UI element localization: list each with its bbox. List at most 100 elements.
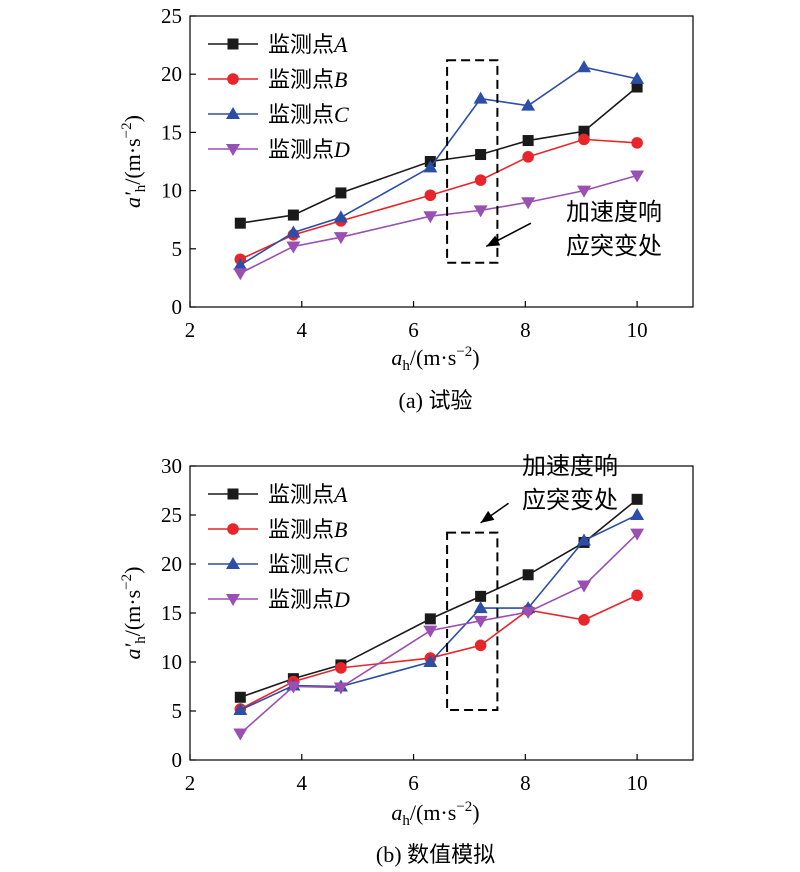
chart-b-y-tick-label: 15 [161,601,182,625]
chart-b-legend-label: 监测点A [268,482,348,507]
chart-b-legend-item: 监测点C [208,552,349,577]
chart-a-data-point [475,149,487,161]
chart-a-data-point [335,187,347,199]
chart-a-y-tick-label: 15 [161,120,182,144]
chart-b-series-line [240,498,638,699]
chart-a-data-point [333,210,348,223]
chart-a-y-ticks: 0 5 10 15 20 25 [161,4,196,319]
chart-b-series-line [239,533,638,735]
chart-a-y-tick-label: 0 [172,295,183,319]
chart-b-legend: 监测点A 监测点B 监测点C 监测点D [208,482,350,612]
chart-a-legend-label: 监测点A [268,32,348,57]
chart-a-legend: 监测点A 监测点B 监测点C 监测点D [208,32,350,162]
chart-b-data-point [630,528,645,541]
chart-a-annotation-line2: 应突变处 [566,233,662,260]
chart-a-legend-item: 监测点A [208,32,348,57]
chart-b-y-tick-label: 0 [172,748,183,772]
chart-a-data-point [423,160,438,173]
chart-b-data-point [233,703,248,716]
chart-b-x-ticks: 2 4 6 8 10 [185,754,648,795]
chart-a-y-tick-label: 10 [161,179,182,203]
chart-a-data-point [234,217,246,229]
chart-a-data-point [630,170,645,183]
chart-a-data-point [578,125,590,137]
chart-a-legend-item: 监测点C [208,102,349,127]
chart-a-data-point [631,137,643,149]
chart-b-y-tick-label: 10 [161,650,182,674]
chart-a-y-axis-title: a'h/(m·s−2) [119,115,149,208]
chart-a-data-point [233,268,248,281]
chart-a-data-point [474,174,487,186]
chart-b-legend-item: 监测点D [208,587,350,612]
chart-b-data-point [286,681,301,694]
chart-b-data-point [423,625,438,638]
chart-a-data-point [424,189,437,202]
chart-a-legend-marker [227,38,239,50]
chart-a-series-3 [233,60,645,271]
chart-b-legend-item: 监测点B [208,517,347,542]
chart-b-data-point [631,589,643,602]
chart-b-x-tick-label: 4 [297,771,308,795]
chart-a-y-tick-label: 20 [161,62,182,86]
chart-b-annotation: 加速度响 应突变处 [446,453,618,712]
chart-b-legend-label: 监测点D [268,587,350,612]
chart-b-data-point [473,601,488,614]
chart-b-y-tick-label: 5 [172,699,183,723]
chart-b-data-point [522,569,534,581]
chart-b-legend-label: 监测点C [268,552,349,577]
chart-a-series-line [239,174,638,274]
chart-b-legend-marker [226,594,240,606]
chart-b-x-tick-label: 8 [520,771,531,795]
chart-a-legend-label: 监测点C [268,102,349,127]
chart-a-x-axis-title: ah/(m·s−2) [391,344,479,374]
chart-b-data-point [333,682,348,695]
chart-a-data-point [522,135,534,147]
chart-b-data-point [577,580,592,593]
chart-a-highlight-box [446,59,499,264]
chart-a-annotation: 加速度响 应突变处 [446,59,662,264]
chart-a-x-tick-label: 10 [627,318,648,342]
chart-b-data-point [234,691,246,703]
chart-a-frame [189,15,694,308]
chart-b-caption: (b) 数值模拟 [376,842,495,867]
chart-b-data-point [474,639,487,652]
chart-b: 2 4 6 8 10 0 5 10 15 20 25 30 监测点A 监测点B 监测点C 监测点D 加速度… [119,453,694,867]
chart-a-arrow-head [486,235,501,247]
chart-b-y-axis-title-text: a'h/(m·s−2) [119,567,149,660]
chart-a-data-point [577,185,592,198]
chart-a-x-tick-label: 4 [297,318,308,342]
chart-b-series-line [239,594,638,710]
chart-b-y-tick-label: 20 [161,552,182,576]
chart-a-x-tick-label: 8 [520,318,531,342]
chart-b-legend-item: 监测点A [208,482,348,507]
chart-a-data-point [233,258,248,271]
chart-a-legend-marker [226,107,240,119]
chart-a-legend-item: 监测点B [208,67,347,92]
chart-b-data-point [233,728,248,741]
chart-a-data-point [473,91,488,104]
chart-a: 2 4 6 8 10 0 5 10 15 20 25 监测点A 监测点B 监测点C 监测点D 加速度响 … [119,4,694,413]
chart-b-data-point [521,607,536,620]
chart-a-data-point [473,205,488,218]
chart-a-legend-label: 监测点B [268,67,347,92]
chart-b-x-axis-title: ah/(m·s−2) [391,799,479,829]
chart-b-data-point [578,614,590,626]
chart-a-plot-area [189,15,694,308]
chart-b-y-axis-title: a'h/(m·s−2) [119,567,149,660]
chart-b-y-tick-label: 30 [161,454,182,478]
chart-a-legend-marker [227,73,239,85]
chart-b-x-tick-label: 10 [627,771,648,795]
chart-b-data-point [630,508,645,520]
chart-b-x-tick-label: 2 [185,771,196,795]
chart-a-data-point [631,81,643,93]
chart-b-data-point [475,590,487,602]
chart-b-data-point [473,615,488,628]
chart-a-data-point [577,60,592,73]
chart-b-y-ticks: 0 5 10 15 20 25 30 [161,454,196,772]
chart-a-legend-item: 监测点D [208,137,350,162]
chart-b-highlight-box [446,531,499,712]
chart-b-data-point [577,533,592,546]
chart-b-arrow-head [480,510,495,523]
chart-a-series-line [239,138,638,261]
